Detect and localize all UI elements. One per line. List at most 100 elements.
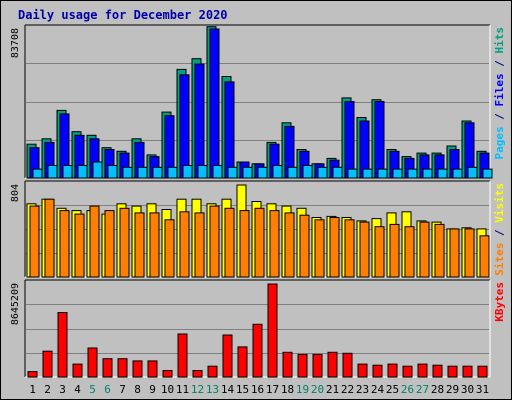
x-tick-label: 10 <box>161 383 174 396</box>
bar-files <box>179 74 190 179</box>
bar-kbytes <box>417 363 428 378</box>
side-legend: KBytes <box>493 282 506 322</box>
x-tick-label: 25 <box>386 383 399 396</box>
x-tick-label: 28 <box>431 383 444 396</box>
bar-pages <box>197 165 208 179</box>
side-legend: Pages / Files / Hits <box>493 27 506 160</box>
x-tick-label: 29 <box>446 383 459 396</box>
x-tick-label: 13 <box>206 383 219 396</box>
x-tick-label: 2 <box>44 383 51 396</box>
bar-sites <box>89 205 100 278</box>
x-tick-label: 20 <box>311 383 324 396</box>
bar-sites <box>314 219 325 278</box>
bar-pages <box>302 165 313 179</box>
x-axis-labels: 1 2 3 4 5 6 7 8 9 10 11 12 13 14 15 16 17 18 19 20 21 22 23 24 2… <box>29 383 489 396</box>
bar-kbytes <box>177 333 188 378</box>
side-legend-part: / <box>493 107 506 127</box>
bar-pages <box>167 166 178 179</box>
bar-pages <box>437 168 448 179</box>
x-tick-label: 23 <box>356 383 369 396</box>
bar-kbytes <box>87 347 98 378</box>
x-tick-label: 7 <box>119 383 126 396</box>
bar-kbytes <box>42 350 53 378</box>
bar-kbytes <box>477 365 488 378</box>
bar-files <box>344 101 355 179</box>
series-pages <box>32 161 493 179</box>
x-tick-label: 5 <box>89 383 96 396</box>
bar-kbytes <box>102 358 113 378</box>
bar-sites <box>29 205 40 278</box>
bar-files <box>224 81 235 179</box>
bar-pages <box>332 166 343 179</box>
bar-pages <box>47 165 58 179</box>
bar-pages <box>107 165 118 179</box>
bar-pages <box>287 166 298 179</box>
bar-pages <box>227 166 238 179</box>
bar-kbytes <box>252 323 263 378</box>
bar-sites <box>344 219 355 278</box>
x-tick-label: 4 <box>74 383 81 396</box>
x-tick-label: 21 <box>326 383 339 396</box>
bar-kbytes <box>372 364 383 378</box>
bar-pages <box>152 166 163 179</box>
bar-sites <box>329 217 340 278</box>
side-legend-part: Visits <box>493 183 506 223</box>
bar-files <box>374 101 385 179</box>
bar-kbytes <box>432 364 443 378</box>
bar-sites <box>269 210 280 278</box>
x-tick-label: 22 <box>341 383 354 396</box>
y-max-label: 8645209 <box>10 283 21 325</box>
x-tick-label: 9 <box>149 383 156 396</box>
chart-title: Daily usage for December 2020 <box>18 8 228 22</box>
bar-pages <box>392 168 403 179</box>
bar-kbytes <box>357 363 368 378</box>
bar-sites <box>104 210 115 278</box>
panel-mid: 804 Sites / Visits <box>10 180 506 278</box>
x-tick-label: 18 <box>281 383 294 396</box>
x-tick-label: 26 <box>401 383 414 396</box>
bar-sites <box>299 214 310 278</box>
bar-pages <box>272 165 283 179</box>
bar-files <box>209 28 220 179</box>
bar-sites <box>164 219 175 278</box>
bar-sites <box>434 223 445 278</box>
bar-pages <box>122 166 133 179</box>
bar-kbytes <box>192 370 203 378</box>
bar-sites <box>374 226 385 278</box>
series-kbytes <box>27 283 488 378</box>
x-tick-label: 24 <box>371 383 385 396</box>
side-legend-part: Sites <box>493 243 506 276</box>
bar-sites <box>359 221 370 278</box>
bar-pages <box>467 166 478 179</box>
bar-pages <box>92 161 103 179</box>
bar-pages <box>317 166 328 179</box>
bar-kbytes <box>57 312 68 378</box>
bar-kbytes <box>462 365 473 378</box>
x-tick-label: 30 <box>461 383 474 396</box>
bar-pages <box>257 166 268 179</box>
bar-sites <box>59 210 70 278</box>
x-tick-label: 6 <box>104 383 111 396</box>
side-legend-part: Hits <box>493 27 506 54</box>
bar-sites <box>479 235 490 278</box>
side-legend: Sites / Visits <box>493 183 506 276</box>
side-legend-part: KBytes <box>493 282 506 322</box>
x-tick-label: 3 <box>59 383 66 396</box>
bar-kbytes <box>147 360 158 378</box>
x-tick-label: 17 <box>266 383 279 396</box>
bar-pages <box>212 165 223 179</box>
bar-kbytes <box>327 351 338 378</box>
bar-pages <box>77 165 88 179</box>
x-tick-label: 1 <box>29 383 36 396</box>
bar-kbytes <box>162 370 173 378</box>
x-tick-label: 11 <box>176 383 189 396</box>
bar-pages <box>407 168 418 179</box>
bar-pages <box>482 168 493 179</box>
bar-kbytes <box>282 351 293 378</box>
bar-kbytes <box>117 358 128 378</box>
bar-sites <box>209 205 220 278</box>
y-max-label: 83708 <box>10 28 21 58</box>
panel-top: 83708 Pages / Files / Hits <box>10 24 506 179</box>
bar-sites <box>464 228 475 278</box>
